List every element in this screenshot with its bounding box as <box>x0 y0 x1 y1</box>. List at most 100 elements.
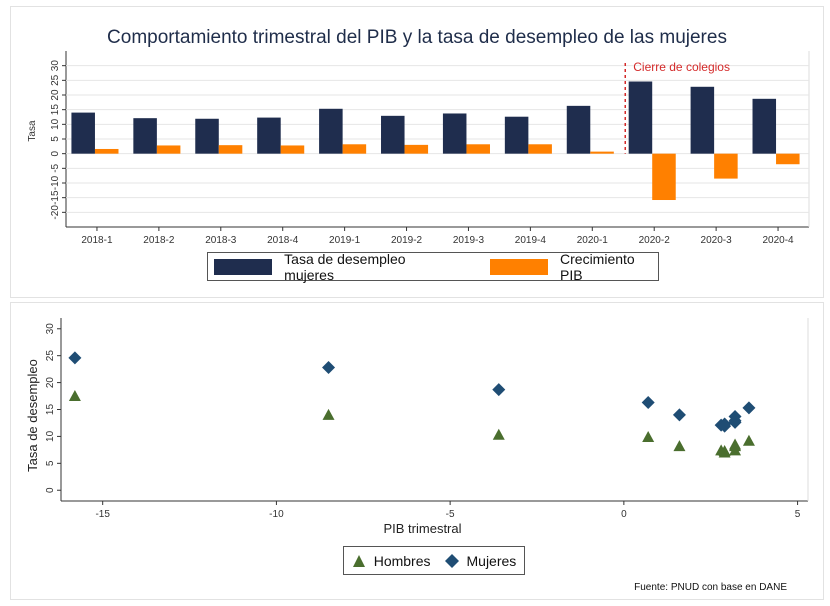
x-tick-label: -5 <box>446 509 455 520</box>
bar-desempleo <box>628 81 653 154</box>
triangle-marker-icon <box>352 554 365 567</box>
x-tick-label: -15 <box>95 509 110 520</box>
point-hombres <box>729 444 742 456</box>
point-mujeres <box>728 414 742 428</box>
point-mujeres <box>68 351 82 365</box>
legend-label-pib: Crecimiento PIB <box>560 250 635 283</box>
y-axis-title: Tasa de desempleo <box>25 359 40 472</box>
point-mujeres <box>718 419 732 433</box>
x-tick-label: 2020-3 <box>701 235 733 246</box>
bar-desempleo <box>381 115 405 154</box>
x-tick-label: 2019-4 <box>515 235 547 246</box>
bar-pib <box>466 144 490 154</box>
y-tick-label: 5 <box>50 136 61 142</box>
x-tick-label: 2018-3 <box>205 235 237 246</box>
point-hombres <box>68 390 81 402</box>
x-tick-label: 2018-4 <box>267 235 299 246</box>
point-mujeres <box>672 408 686 422</box>
legend-label-hombres: Hombres <box>373 552 431 569</box>
legend-item-desempleo: Tasa de desempleo mujeres <box>214 251 454 283</box>
bar-desempleo <box>566 105 591 154</box>
y-tick-label: -20 <box>50 205 61 220</box>
y-tick-label: 5 <box>45 460 56 466</box>
bar-pib <box>218 145 243 154</box>
bar-desempleo <box>257 117 281 154</box>
bar-desempleo <box>442 113 467 154</box>
legend-item-hombres: Hombres <box>352 553 431 569</box>
bar-desempleo <box>504 116 529 154</box>
legend-item-pib: Crecimiento PIB <box>489 250 658 283</box>
y-tick-label: 30 <box>50 60 61 72</box>
x-tick-label: -10 <box>269 509 284 520</box>
y-tick-label: 25 <box>50 74 61 86</box>
bar-chart: -20-15-10 -5 0 5 10 15 20 25 30 Tasa 2018-1 2018-2 2… <box>27 51 810 246</box>
x-tick-label: 2019-2 <box>391 235 423 246</box>
x-tick-label: 2019-3 <box>453 235 485 246</box>
annotation-label: Cierre de colegios <box>633 60 730 74</box>
y-tick-label: -15 <box>50 190 61 205</box>
chart-title: Comportamiento trimestral del PIB y la t… <box>107 27 727 48</box>
point-hombres <box>642 430 655 442</box>
point-mujeres <box>492 383 506 397</box>
bar-pib <box>590 151 614 154</box>
point-hombres <box>718 444 731 456</box>
y-tick-label: 0 <box>45 487 56 493</box>
bar-desempleo <box>133 118 157 154</box>
point-hombres <box>322 408 335 420</box>
y-tick-label: 10 <box>50 118 61 130</box>
y-tick-label: -5 <box>50 163 61 172</box>
y-tick-label: -10 <box>50 175 61 190</box>
point-hombres <box>673 440 686 452</box>
x-axis-title: PIB trimestral <box>383 521 461 536</box>
point-hombres <box>729 438 742 450</box>
legend-label-mujeres: Mujeres <box>466 552 517 569</box>
bar-pib <box>342 144 367 154</box>
legend-item-mujeres: Mujeres <box>444 552 517 569</box>
bar-desempleo <box>690 86 715 154</box>
y-tick-label: 10 <box>45 430 56 442</box>
bar-desempleo <box>319 108 343 154</box>
bar-desempleo <box>71 112 95 154</box>
y-tick-label: 20 <box>45 377 56 389</box>
legend-label-desempleo: Tasa de desempleo mujeres <box>284 250 406 283</box>
point-mujeres <box>641 396 655 410</box>
bar-chart-legend: Tasa de desempleo mujeres Crecimiento PI… <box>207 250 659 283</box>
bar-pib <box>528 144 552 154</box>
point-mujeres <box>742 401 756 415</box>
bar-desempleo <box>752 98 777 154</box>
scatter-chart-legend: Hombres Mujeres <box>343 546 525 575</box>
y-tick-label: 20 <box>50 89 61 101</box>
x-tick-label: 2018-2 <box>143 235 175 246</box>
x-tick-label: 2020-1 <box>577 235 609 246</box>
y-tick-label: 15 <box>50 104 61 116</box>
x-tick-label: 2019-1 <box>329 235 361 246</box>
bar-pib <box>404 144 429 154</box>
bar-pib <box>652 153 676 201</box>
legend-swatch-pib <box>489 258 549 275</box>
diamond-marker-icon <box>444 553 459 568</box>
point-hombres <box>742 434 755 446</box>
x-tick-label: 5 <box>795 509 801 520</box>
x-tick-label: 0 <box>621 509 627 520</box>
y-tick-label: 15 <box>45 404 56 416</box>
bar-pib <box>714 153 738 179</box>
bar-pib <box>94 148 119 154</box>
y-tick-label: 0 <box>50 150 61 156</box>
x-tick-label: 2020-2 <box>639 235 671 246</box>
x-tick-label: 2018-1 <box>81 235 113 246</box>
y-tick-label: 25 <box>45 350 56 362</box>
scatter-chart-panel: 0 5 10 15 20 25 30 -15 -10 -5 0 5 PIB trimestral Tasa… <box>10 302 824 600</box>
legend-swatch-desempleo <box>214 258 273 275</box>
point-hombres <box>492 428 505 440</box>
point-mujeres <box>322 361 336 375</box>
scatter-chart: 0 5 10 15 20 25 30 -15 -10 -5 0 5 PIB trimestral Tasa… <box>25 318 809 536</box>
bar-pib <box>156 145 181 154</box>
bar-desempleo <box>195 118 219 154</box>
y-axis-title: Tasa <box>27 120 38 142</box>
y-tick-label: 30 <box>45 323 56 335</box>
source-note: Fuente: PNUD con base en DANE <box>634 582 787 593</box>
bar-chart-panel: Comportamiento trimestral del PIB y la t… <box>10 6 824 298</box>
bar-pib <box>280 145 305 154</box>
x-tick-label: 2020-4 <box>762 235 794 246</box>
bar-pib <box>776 153 800 165</box>
